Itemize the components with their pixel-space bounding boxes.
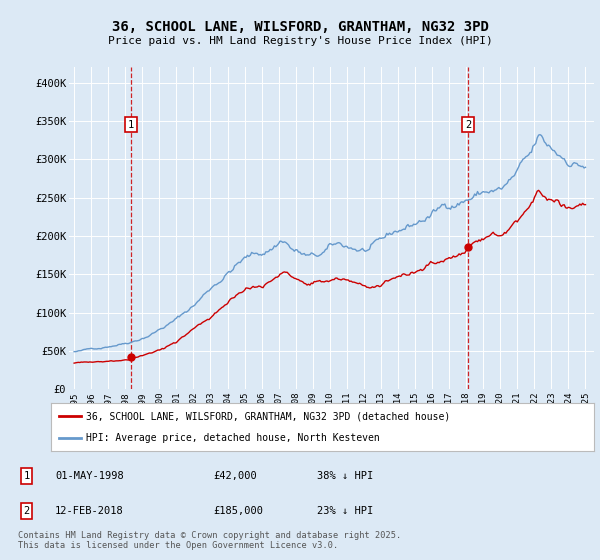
Text: 1: 1: [128, 120, 134, 130]
Text: 01-MAY-1998: 01-MAY-1998: [55, 471, 124, 481]
Text: 2: 2: [465, 120, 472, 130]
Text: £185,000: £185,000: [214, 506, 263, 516]
Text: HPI: Average price, detached house, North Kesteven: HPI: Average price, detached house, Nort…: [86, 433, 380, 443]
Text: Contains HM Land Registry data © Crown copyright and database right 2025.
This d: Contains HM Land Registry data © Crown c…: [18, 530, 401, 550]
Text: 12-FEB-2018: 12-FEB-2018: [55, 506, 124, 516]
Text: 38% ↓ HPI: 38% ↓ HPI: [317, 471, 374, 481]
Text: £42,000: £42,000: [214, 471, 257, 481]
Text: 1: 1: [23, 471, 29, 481]
Text: Price paid vs. HM Land Registry's House Price Index (HPI): Price paid vs. HM Land Registry's House …: [107, 36, 493, 46]
Text: 36, SCHOOL LANE, WILSFORD, GRANTHAM, NG32 3PD: 36, SCHOOL LANE, WILSFORD, GRANTHAM, NG3…: [112, 20, 488, 34]
Text: 36, SCHOOL LANE, WILSFORD, GRANTHAM, NG32 3PD (detached house): 36, SCHOOL LANE, WILSFORD, GRANTHAM, NG3…: [86, 411, 451, 421]
Text: 2: 2: [23, 506, 29, 516]
Text: 23% ↓ HPI: 23% ↓ HPI: [317, 506, 374, 516]
